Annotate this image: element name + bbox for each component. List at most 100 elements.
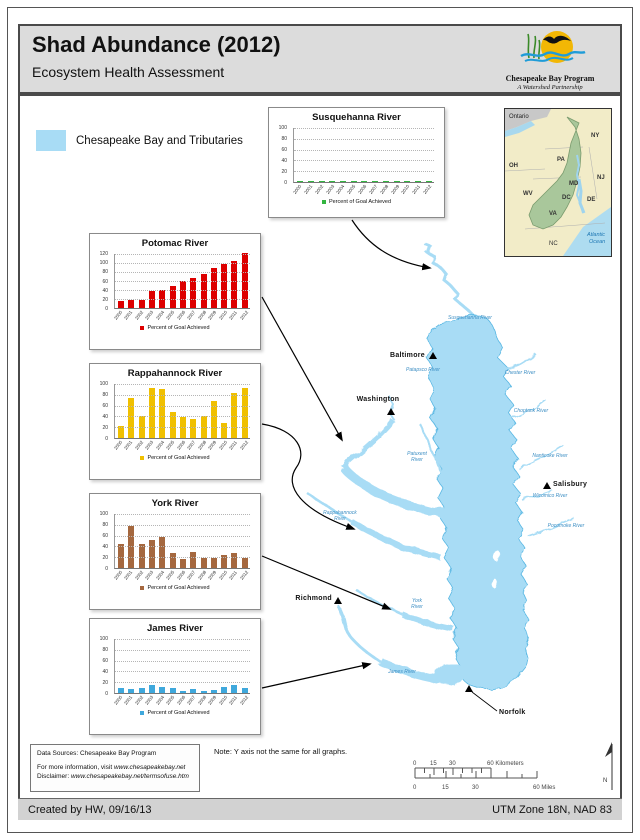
x-tick-label: 2012 xyxy=(238,439,249,451)
bar-2005 xyxy=(169,286,176,308)
city-label-salisbury: Salisbury xyxy=(553,481,588,488)
bar-2012 xyxy=(425,180,432,182)
bar-2004 xyxy=(159,389,166,438)
chart-legend: Percent of Goal Achieved xyxy=(90,455,260,461)
inset-label-wv: WV xyxy=(523,191,533,197)
page-title: Shad Abundance (2012) xyxy=(32,32,281,57)
bay-legend-swatch xyxy=(36,130,66,151)
river-label-rappahannock: Rappahannock River xyxy=(323,510,357,522)
bar-2011 xyxy=(231,553,238,568)
data-sources-line: Data Sources: Chesapeake Bay Program xyxy=(37,750,157,757)
chesapeake-bay-program-logo: Chesapeake Bay Program A Watershed Partn… xyxy=(490,28,610,91)
chart-susquehanna-river: Susquehanna River 0 20 40 60 80 100 2000 2001 2… xyxy=(268,107,445,218)
river-label-nanticoke: Nanticoke River xyxy=(532,453,568,459)
bar-2006 xyxy=(179,691,186,693)
bar-2010 xyxy=(221,264,228,308)
chart-york-river: York River 0 20 40 60 80 100 2000 2001 2002 2003… xyxy=(89,493,261,610)
richmond-marker xyxy=(334,597,342,604)
river-label-pocomoke: Pocomoke River xyxy=(547,523,585,529)
more-info-line: For more information, visit www.chesapea… xyxy=(37,763,186,771)
bar-2008 xyxy=(382,180,389,182)
river-label-james: James River xyxy=(388,669,416,675)
bar-2007 xyxy=(190,419,197,438)
bar-2012 xyxy=(241,387,248,438)
bar-2003 xyxy=(149,539,156,568)
chart-title: Rappahannock River xyxy=(127,368,223,379)
river-label-susquehanna: Susquehanna River xyxy=(448,315,492,321)
norfolk-marker xyxy=(465,685,473,692)
inset-label-va: VA xyxy=(549,211,558,217)
bar-2010 xyxy=(221,423,228,438)
chart-james-river: James River 0 20 40 60 80 100 2000 2001 2002 200… xyxy=(89,618,261,735)
y-axis: 0 20 40 60 80 100 xyxy=(99,511,108,572)
bar-2011 xyxy=(231,393,238,438)
inset-label-ny: NY xyxy=(591,133,599,139)
legend-text: Percent of Goal Achieved xyxy=(147,325,210,331)
data-sources-box: Data Sources: Chesapeake Bay Program For… xyxy=(30,744,200,792)
logo-name: Chesapeake Bay Program xyxy=(505,74,595,83)
bar-2007 xyxy=(190,551,197,568)
bar-2005 xyxy=(350,180,357,182)
info-url: www.chesapeakebay.net xyxy=(113,763,186,771)
logo-icon xyxy=(520,31,586,63)
plot-area xyxy=(293,128,434,183)
locator-inset-map: Ontario OH NY PA MD NJ WV DC DE VA NC At… xyxy=(504,108,612,257)
bar-2002 xyxy=(138,543,145,568)
bar-2010 xyxy=(404,180,411,182)
bar-2001 xyxy=(128,397,135,438)
bar-2000 xyxy=(118,687,125,693)
plot-area xyxy=(114,639,250,694)
bar-2002 xyxy=(138,299,145,308)
created-by-text: Created by HW, 09/16/13 xyxy=(28,803,152,816)
legend-text: Percent of Goal Achieved xyxy=(147,585,210,591)
chart-title: James River xyxy=(147,623,203,634)
bar-2007 xyxy=(190,689,197,693)
bar-2003 xyxy=(149,685,156,693)
river-label-wicomico: Wicomico River xyxy=(532,493,568,499)
chart-title: Susquehanna River xyxy=(312,112,401,123)
disclaimer-line: Disclaimer: www.chesapeakebay.net/termso… xyxy=(37,772,189,780)
bar-2009 xyxy=(210,558,217,568)
bars xyxy=(295,128,434,182)
bar-2008 xyxy=(200,691,207,693)
plot-area xyxy=(114,514,250,569)
legend-text: Percent of Goal Achieved xyxy=(147,710,210,716)
inset-label-md: MD xyxy=(569,181,579,187)
plot-area xyxy=(114,253,250,309)
bar-2004 xyxy=(159,537,166,568)
washington-marker xyxy=(387,408,395,415)
river-label-chester: Chester River xyxy=(504,370,536,376)
bar-2001 xyxy=(128,688,135,693)
bar-2005 xyxy=(169,412,176,438)
page-subtitle: Ecosystem Health Assessment xyxy=(32,64,225,80)
x-axis-labels: 2000 2001 2002 2003 2004 2005 2006 2007 2008 2009… xyxy=(113,570,250,585)
plot-area xyxy=(114,384,250,439)
disclaimer-url: www.chesapeakebay.net/termsofuse.htm xyxy=(70,772,189,780)
chart-rappahannock-river: Rappahannock River 0 20 40 60 80 100 2000 2001… xyxy=(89,363,261,480)
header: Shad Abundance (2012) Ecosystem Health A… xyxy=(18,24,622,94)
river-label-patuxent: Patuxent River xyxy=(407,451,427,463)
y-axis: 0 20 40 60 80 100 xyxy=(278,125,287,186)
x-axis-labels: 2000 2001 2002 2003 2004 2005 2006 2007 2008 2009… xyxy=(113,440,250,455)
bar-2012 xyxy=(241,557,248,568)
bars xyxy=(116,384,250,438)
inset-label-oh: OH xyxy=(509,163,518,169)
bar-2005 xyxy=(169,687,176,693)
city-label-baltimore: Baltimore xyxy=(390,352,425,359)
river-label-patapsco: Patapsco River xyxy=(406,367,440,373)
city-label-washington: Washington xyxy=(356,396,400,403)
inset-label-ontario: Ontario xyxy=(509,114,529,120)
x-tick-label: 2012 xyxy=(238,694,249,706)
bar-2011 xyxy=(231,685,238,693)
y-axis-note: Note: Y axis not the same for all graphs… xyxy=(214,747,348,756)
bar-2009 xyxy=(393,180,400,182)
bar-2004 xyxy=(340,180,347,182)
bar-2008 xyxy=(200,557,207,568)
x-tick-label: 2012 xyxy=(238,569,249,581)
bar-2002 xyxy=(318,180,325,182)
bar-2000 xyxy=(118,425,125,438)
bar-2011 xyxy=(414,180,421,182)
bar-2009 xyxy=(210,400,217,438)
projection-text: UTM Zone 18N, NAD 83 xyxy=(492,803,612,816)
chart-legend: Percent of Goal Achieved xyxy=(90,585,260,591)
